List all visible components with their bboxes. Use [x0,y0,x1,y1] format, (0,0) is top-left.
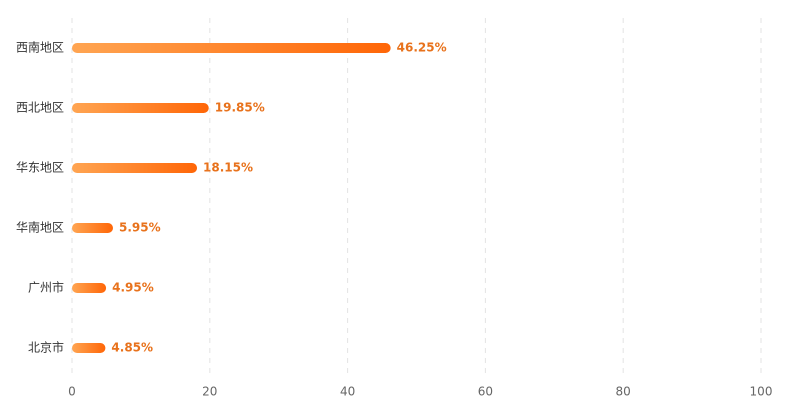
value-label: 19.85% [215,101,265,115]
x-tick-label: 20 [202,385,217,399]
value-label: 4.85% [111,341,153,355]
bar [72,103,209,113]
value-label: 46.25% [397,41,447,55]
x-tick-label: 60 [478,385,493,399]
bar [72,43,391,53]
x-tick-label: 40 [340,385,355,399]
bar [72,223,113,233]
y-tick-label: 华南地区 [16,220,64,235]
bar [72,283,107,293]
value-label: 5.95% [119,221,161,235]
y-tick-label: 广州市 [28,280,64,295]
bar [72,163,198,173]
x-tick-label: 0 [68,385,76,399]
y-tick-label: 北京市 [28,340,64,355]
y-tick-label: 华东地区 [16,161,64,175]
x-tick-label: 100 [750,385,773,399]
y-tick-label: 西北地区 [16,101,64,115]
x-tick-label: 80 [616,385,631,399]
value-label: 18.15% [203,161,253,175]
y-tick-label: 西南地区 [16,40,64,55]
value-label: 4.95% [112,281,154,295]
bar [72,343,106,353]
